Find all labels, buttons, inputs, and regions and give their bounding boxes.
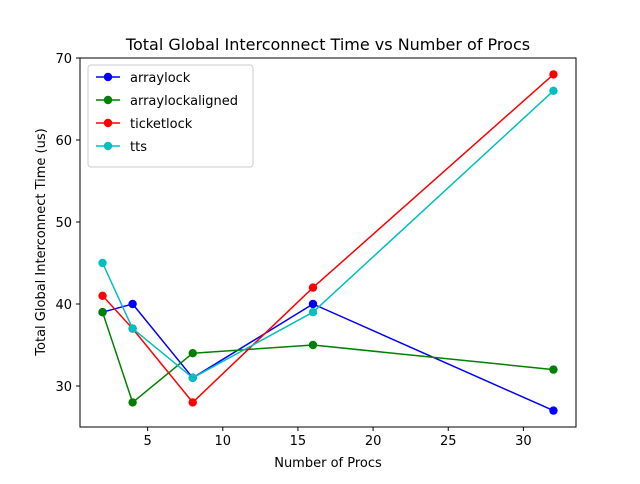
data-point-tts — [128, 324, 137, 333]
data-point-ticketlock — [188, 398, 197, 407]
x-tick-label: 30 — [515, 434, 532, 449]
data-point-tts — [98, 258, 107, 268]
y-axis-label: Total Global Interconnect Time (us) — [34, 128, 49, 356]
data-point-arraylock — [549, 406, 558, 415]
y-tick-label: 30 — [55, 380, 72, 395]
data-point-arraylockaligned — [98, 308, 107, 317]
y-tick-label: 70 — [55, 52, 72, 67]
y-tick-label: 50 — [55, 216, 72, 231]
data-point-ticketlock — [308, 283, 318, 292]
legend-box — [87, 64, 254, 168]
data-point-arraylockaligned — [308, 340, 318, 350]
data-point-tts — [549, 86, 558, 96]
legend-label-arraylock: arraylock — [130, 71, 191, 86]
x-tick-label: 10 — [215, 434, 232, 449]
legend-marker-tts — [103, 141, 113, 151]
data-point-tts — [188, 373, 197, 382]
legend-marker-arraylockaligned — [103, 95, 113, 105]
chart-title: Total Global Interconnect Time vs Number… — [125, 35, 530, 54]
legend-marker-ticketlock — [103, 118, 113, 128]
data-point-arraylockaligned — [128, 398, 137, 407]
x-tick-label: 15 — [290, 434, 307, 449]
x-tick-label: 5 — [143, 434, 151, 449]
data-point-ticketlock — [549, 70, 558, 79]
x-axis-label: Number of Procs — [274, 456, 382, 471]
data-point-arraylock — [308, 299, 318, 309]
legend-label-ticketlock: ticketlock — [130, 117, 193, 132]
legend: arraylock arraylockaligned ticketlock tts — [87, 64, 254, 168]
data-point-tts — [308, 308, 318, 317]
plot-area: 5 10 15 20 25 30 30 40 50 60 70 — [55, 52, 577, 449]
data-point-ticketlock — [98, 291, 107, 300]
series-line-arraylock — [102, 303, 554, 412]
data-point-arraylock — [128, 299, 137, 309]
data-point-arraylockaligned — [549, 365, 558, 374]
legend-label-arraylockaligned: arraylockaligned — [130, 94, 238, 109]
x-tick-label: 25 — [440, 434, 457, 449]
series-line-arraylockaligned — [101, 311, 554, 404]
data-point-arraylockaligned — [188, 349, 197, 358]
axes-frame — [79, 57, 577, 428]
x-tick-label: 20 — [365, 434, 382, 449]
y-tick-label: 60 — [55, 134, 72, 149]
legend-label-tts: tts — [130, 140, 147, 155]
y-tick-label: 40 — [55, 298, 72, 313]
legend-marker-arraylock — [103, 72, 113, 82]
